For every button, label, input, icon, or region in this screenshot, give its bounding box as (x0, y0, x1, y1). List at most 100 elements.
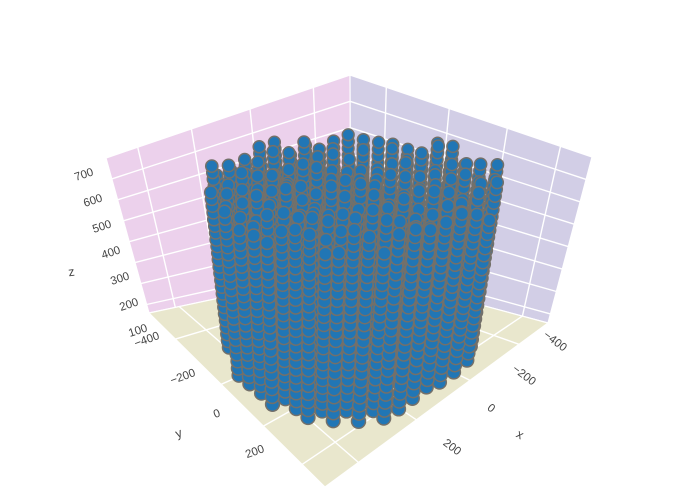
scatter-marker[interactable] (342, 152, 356, 167)
axis-title-z: z (67, 265, 75, 280)
scatter-marker[interactable] (353, 177, 368, 191)
scatter-marker[interactable] (490, 175, 505, 190)
scatter-marker[interactable] (338, 173, 353, 188)
scatter-marker[interactable] (309, 160, 324, 175)
scatter-marker[interactable] (326, 147, 340, 161)
scatter-marker[interactable] (232, 210, 248, 225)
scatter-marker[interactable] (412, 183, 427, 198)
scatter-marker[interactable] (304, 210, 320, 226)
scatter-marker[interactable] (440, 198, 455, 213)
scatter-marker[interactable] (221, 158, 236, 173)
scatter-marker[interactable] (347, 222, 362, 238)
scatter-marker[interactable] (383, 167, 398, 182)
scatter-marker[interactable] (392, 214, 408, 229)
axis-title-y: y (173, 425, 184, 441)
scatter-marker[interactable] (362, 229, 377, 245)
scatter-marker[interactable] (331, 245, 347, 261)
scatter-marker[interactable] (259, 235, 275, 251)
scatter-marker[interactable] (398, 169, 413, 184)
scatter-marker[interactable] (391, 227, 407, 242)
scatter-marker[interactable] (317, 246, 333, 262)
scatter-marker[interactable] (348, 211, 363, 226)
scatter-marker[interactable] (482, 213, 497, 228)
scatter-marker[interactable] (367, 188, 381, 202)
scatter-marker[interactable] (309, 186, 324, 201)
scatter-marker[interactable] (276, 205, 291, 221)
scatter-marker[interactable] (380, 201, 395, 215)
scatter-marker[interactable] (334, 224, 349, 239)
scatter-marker[interactable] (473, 157, 488, 172)
scatter-marker[interactable] (471, 185, 486, 200)
scatter-marker[interactable] (320, 213, 336, 229)
scatter-marker[interactable] (246, 228, 261, 243)
scatter-marker[interactable] (252, 140, 266, 154)
scatter-marker[interactable] (431, 139, 446, 153)
scatter-marker[interactable] (264, 184, 279, 199)
tick-label-z: 400 (100, 244, 122, 261)
scatter-marker[interactable] (219, 187, 234, 202)
tick-label-x: −400 (541, 329, 569, 354)
scatter-marker[interactable] (379, 212, 394, 228)
tick-label-y: −200 (169, 367, 197, 387)
scatter-marker[interactable] (454, 206, 470, 221)
scatter-marker[interactable] (444, 172, 458, 186)
scatter-marker[interactable] (203, 185, 219, 200)
scatter-marker[interactable] (356, 142, 371, 157)
scatter-marker[interactable] (337, 189, 352, 204)
scatter-marker[interactable] (250, 169, 265, 183)
scatter-marker[interactable] (302, 227, 317, 242)
scatter-marker[interactable] (385, 142, 399, 156)
tick-label-x: 200 (441, 437, 464, 458)
scatter-marker[interactable] (287, 222, 303, 237)
scatter-marker[interactable] (365, 202, 381, 218)
scatter-marker[interactable] (438, 215, 454, 230)
scatter-marker[interactable] (446, 139, 460, 154)
tick-label-z: 700 (73, 166, 95, 183)
scatter-marker[interactable] (217, 204, 232, 219)
scatter-marker[interactable] (235, 196, 250, 210)
scatter-marker[interactable] (371, 135, 386, 149)
scatter-marker[interactable] (414, 146, 429, 160)
scatter-marker[interactable] (423, 222, 438, 238)
scatter-marker[interactable] (318, 232, 334, 248)
tick-label-x: 0 (485, 402, 497, 415)
scatter-marker[interactable] (265, 168, 280, 183)
scatter-marker[interactable] (324, 179, 339, 194)
scatter-marker[interactable] (259, 207, 275, 223)
scatter-marker[interactable] (376, 246, 392, 261)
scatter-marker[interactable] (413, 169, 427, 184)
scatter-marker[interactable] (427, 184, 442, 199)
scatter-marker[interactable] (234, 165, 249, 180)
scatter-marker[interactable] (445, 157, 459, 172)
scatter-marker[interactable] (232, 223, 247, 238)
scatter-marker[interactable] (425, 207, 440, 223)
tick-label-y: 200 (244, 443, 266, 461)
scatter-marker[interactable] (398, 156, 413, 170)
scatter-marker[interactable] (278, 181, 293, 196)
scatter-marker[interactable] (274, 224, 289, 239)
scatter-marker[interactable] (266, 144, 280, 159)
scatter-marker[interactable] (282, 146, 296, 160)
scatter-points[interactable] (203, 128, 505, 430)
scatter-marker[interactable] (490, 158, 505, 172)
scatter-marker[interactable] (408, 221, 424, 237)
scatter-marker[interactable] (237, 152, 252, 167)
scatter-marker[interactable] (469, 207, 484, 222)
scatter-marker[interactable] (293, 179, 308, 194)
scatter-marker[interactable] (297, 135, 311, 149)
scatter-marker[interactable] (335, 207, 350, 222)
scatter-marker[interactable] (204, 159, 219, 173)
scatter-marker[interactable] (249, 188, 264, 203)
scatter-marker[interactable] (397, 191, 411, 206)
scatter-marker[interactable] (295, 192, 310, 207)
scatter-marker[interactable] (341, 128, 355, 142)
scatter-marker[interactable] (291, 210, 306, 225)
scatter-marker[interactable] (296, 157, 310, 171)
scatter-marker[interactable] (235, 182, 250, 197)
scatter-marker[interactable] (281, 162, 296, 177)
scatter-marker[interactable] (442, 185, 456, 200)
scatter-marker[interactable] (251, 155, 265, 169)
scatter-marker[interactable] (458, 167, 473, 182)
tick-label-x: −200 (510, 363, 538, 388)
